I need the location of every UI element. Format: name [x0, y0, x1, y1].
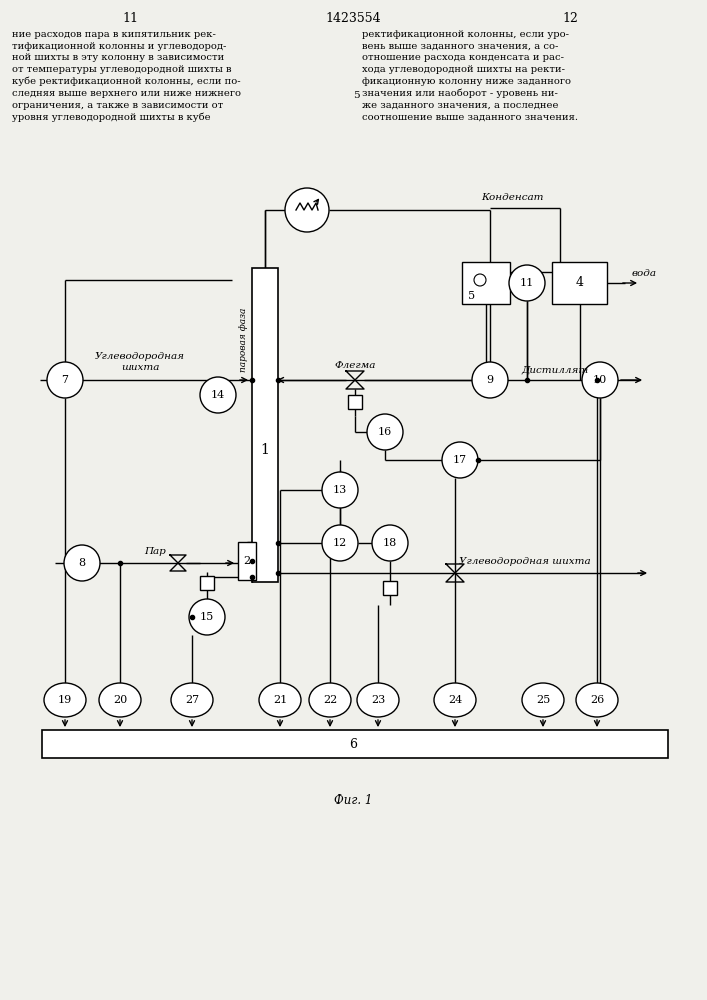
Bar — [383, 581, 397, 595]
Text: Конденсат: Конденсат — [481, 194, 543, 202]
Text: 25: 25 — [536, 695, 550, 705]
Text: 5: 5 — [353, 92, 359, 101]
Text: 21: 21 — [273, 695, 287, 705]
Text: 19: 19 — [58, 695, 72, 705]
Text: 26: 26 — [590, 695, 604, 705]
Text: 18: 18 — [383, 538, 397, 548]
Text: Углеводородная
шихта: Углеводородная шихта — [95, 352, 185, 372]
Circle shape — [189, 599, 225, 635]
Text: 2: 2 — [243, 556, 250, 566]
Ellipse shape — [259, 683, 301, 717]
Text: Фиг. 1: Фиг. 1 — [334, 794, 372, 806]
Circle shape — [47, 362, 83, 398]
Text: 9: 9 — [486, 375, 493, 385]
Text: 4: 4 — [575, 276, 583, 290]
Text: Флегма: Флегма — [334, 361, 375, 370]
Text: 1423554: 1423554 — [325, 11, 381, 24]
Text: ректификационной колонны, если уро-
вень выше заданного значения, а со-
отношени: ректификационной колонны, если уро- вень… — [362, 30, 578, 121]
Ellipse shape — [171, 683, 213, 717]
Text: 13: 13 — [333, 485, 347, 495]
Text: 23: 23 — [371, 695, 385, 705]
Circle shape — [472, 362, 508, 398]
Bar — [348, 395, 362, 409]
Text: Углеводородная шихта: Углеводородная шихта — [459, 556, 591, 566]
Bar — [200, 576, 214, 590]
Ellipse shape — [434, 683, 476, 717]
Circle shape — [372, 525, 408, 561]
Bar — [462, 262, 510, 304]
Ellipse shape — [357, 683, 399, 717]
Text: вода: вода — [632, 269, 657, 278]
Bar — [42, 730, 668, 758]
Text: 16: 16 — [378, 427, 392, 437]
Text: 10: 10 — [593, 375, 607, 385]
Circle shape — [509, 265, 545, 301]
Text: 12: 12 — [562, 11, 578, 24]
Text: 11: 11 — [520, 278, 534, 288]
Circle shape — [367, 414, 403, 450]
Text: 5: 5 — [469, 291, 476, 301]
Text: 6: 6 — [349, 738, 357, 750]
Ellipse shape — [522, 683, 564, 717]
Ellipse shape — [309, 683, 351, 717]
Circle shape — [322, 525, 358, 561]
Text: 17: 17 — [453, 455, 467, 465]
Text: 14: 14 — [211, 390, 225, 400]
Text: 20: 20 — [113, 695, 127, 705]
Text: 11: 11 — [122, 11, 138, 24]
Ellipse shape — [44, 683, 86, 717]
Text: 8: 8 — [78, 558, 86, 568]
Text: Дистиллят: Дистиллят — [521, 365, 589, 374]
Circle shape — [200, 377, 236, 413]
Circle shape — [442, 442, 478, 478]
Ellipse shape — [99, 683, 141, 717]
Bar — [238, 542, 256, 580]
Bar — [552, 262, 607, 304]
Circle shape — [64, 545, 100, 581]
Text: 24: 24 — [448, 695, 462, 705]
Circle shape — [285, 188, 329, 232]
Text: Пар: Пар — [144, 546, 166, 556]
Text: 12: 12 — [333, 538, 347, 548]
Ellipse shape — [576, 683, 618, 717]
Bar — [252, 268, 278, 582]
Text: паровая фаза: паровая фаза — [238, 308, 247, 372]
Text: 1: 1 — [261, 443, 269, 457]
Circle shape — [322, 472, 358, 508]
Circle shape — [582, 362, 618, 398]
Text: ние расходов пара в кипятильник рек-
тификационной колонны и углеводород-
ной ши: ние расходов пара в кипятильник рек- тиф… — [12, 30, 241, 122]
Text: 27: 27 — [185, 695, 199, 705]
Text: 15: 15 — [200, 612, 214, 622]
Text: 22: 22 — [323, 695, 337, 705]
Text: 7: 7 — [62, 375, 69, 385]
